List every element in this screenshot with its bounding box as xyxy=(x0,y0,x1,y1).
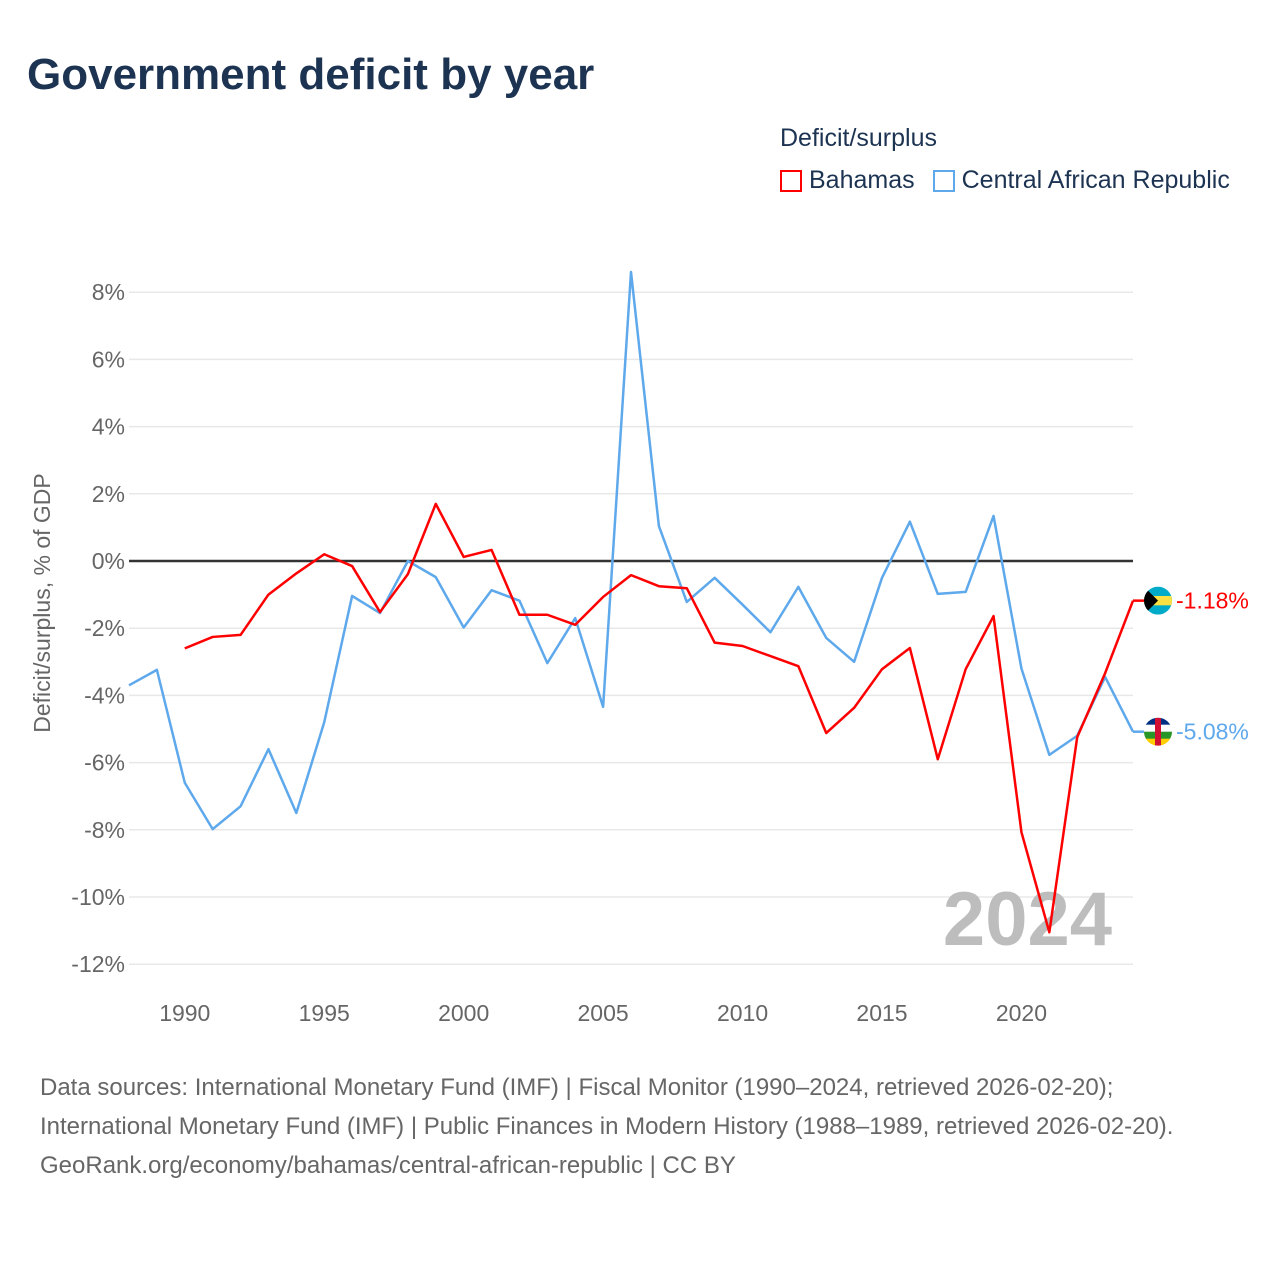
y-tick-label: 8% xyxy=(92,279,125,305)
credit-link[interactable]: GeoRank.org/economy/bahamas/central-afri… xyxy=(40,1152,736,1179)
y-tick-label: 0% xyxy=(92,548,125,574)
y-tick-label: -8% xyxy=(84,817,125,843)
x-tick-label: 2010 xyxy=(717,1000,768,1026)
y-tick-label: -12% xyxy=(71,951,125,977)
legend-title: Deficit/surplus xyxy=(780,124,937,152)
y-axis-label: Deficit/surplus, % of GDP xyxy=(29,473,55,732)
legend-label: Bahamas xyxy=(809,166,915,194)
y-tick-label: -10% xyxy=(71,884,125,910)
x-tick-label: 2015 xyxy=(856,1000,907,1026)
legend-swatch-bahamas xyxy=(780,169,802,192)
page-title: Government deficit by year xyxy=(27,50,595,99)
end-value-label: -5.08% xyxy=(1176,719,1249,745)
x-tick-label: 2000 xyxy=(438,1000,489,1026)
y-tick-label: -6% xyxy=(84,750,125,776)
chart-area: 8% 6% 4% 2% 0% -2% -4% -6% -8% -10% -12% 1990 1995 20… xyxy=(29,270,1249,1026)
y-tick-label: 4% xyxy=(92,414,125,440)
year-watermark: 2024 xyxy=(943,877,1112,962)
y-tick-label: 2% xyxy=(92,481,125,507)
x-tick-label: 1995 xyxy=(299,1000,350,1026)
legend-label: Central African Republic xyxy=(961,166,1230,194)
x-tick-label: 2020 xyxy=(996,1000,1047,1026)
data-sources: Data sources: International Monetary Fun… xyxy=(40,1074,1174,1140)
x-tick-label: 2005 xyxy=(578,1000,629,1026)
series-line-bahamas xyxy=(184,502,1135,934)
legend-item-bahamas[interactable]: Bahamas xyxy=(780,166,915,195)
x-tick-label: 1990 xyxy=(159,1000,210,1026)
legend-swatch-car xyxy=(932,169,955,192)
footer: Data sources: International Monetary Fun… xyxy=(40,1068,1240,1185)
bahamas-flag-icon xyxy=(1144,586,1172,615)
end-value-label: -1.18% xyxy=(1176,588,1249,614)
legend-item-car[interactable]: Central African Republic xyxy=(932,166,1230,195)
y-tick-label: -2% xyxy=(84,615,125,641)
y-tick-label: -4% xyxy=(84,682,125,708)
legend: Bahamas Central African Republic xyxy=(780,166,1230,195)
series-line-central-african-republic xyxy=(128,270,1135,831)
y-tick-label: 6% xyxy=(92,346,125,372)
car-flag-icon xyxy=(1144,717,1172,746)
